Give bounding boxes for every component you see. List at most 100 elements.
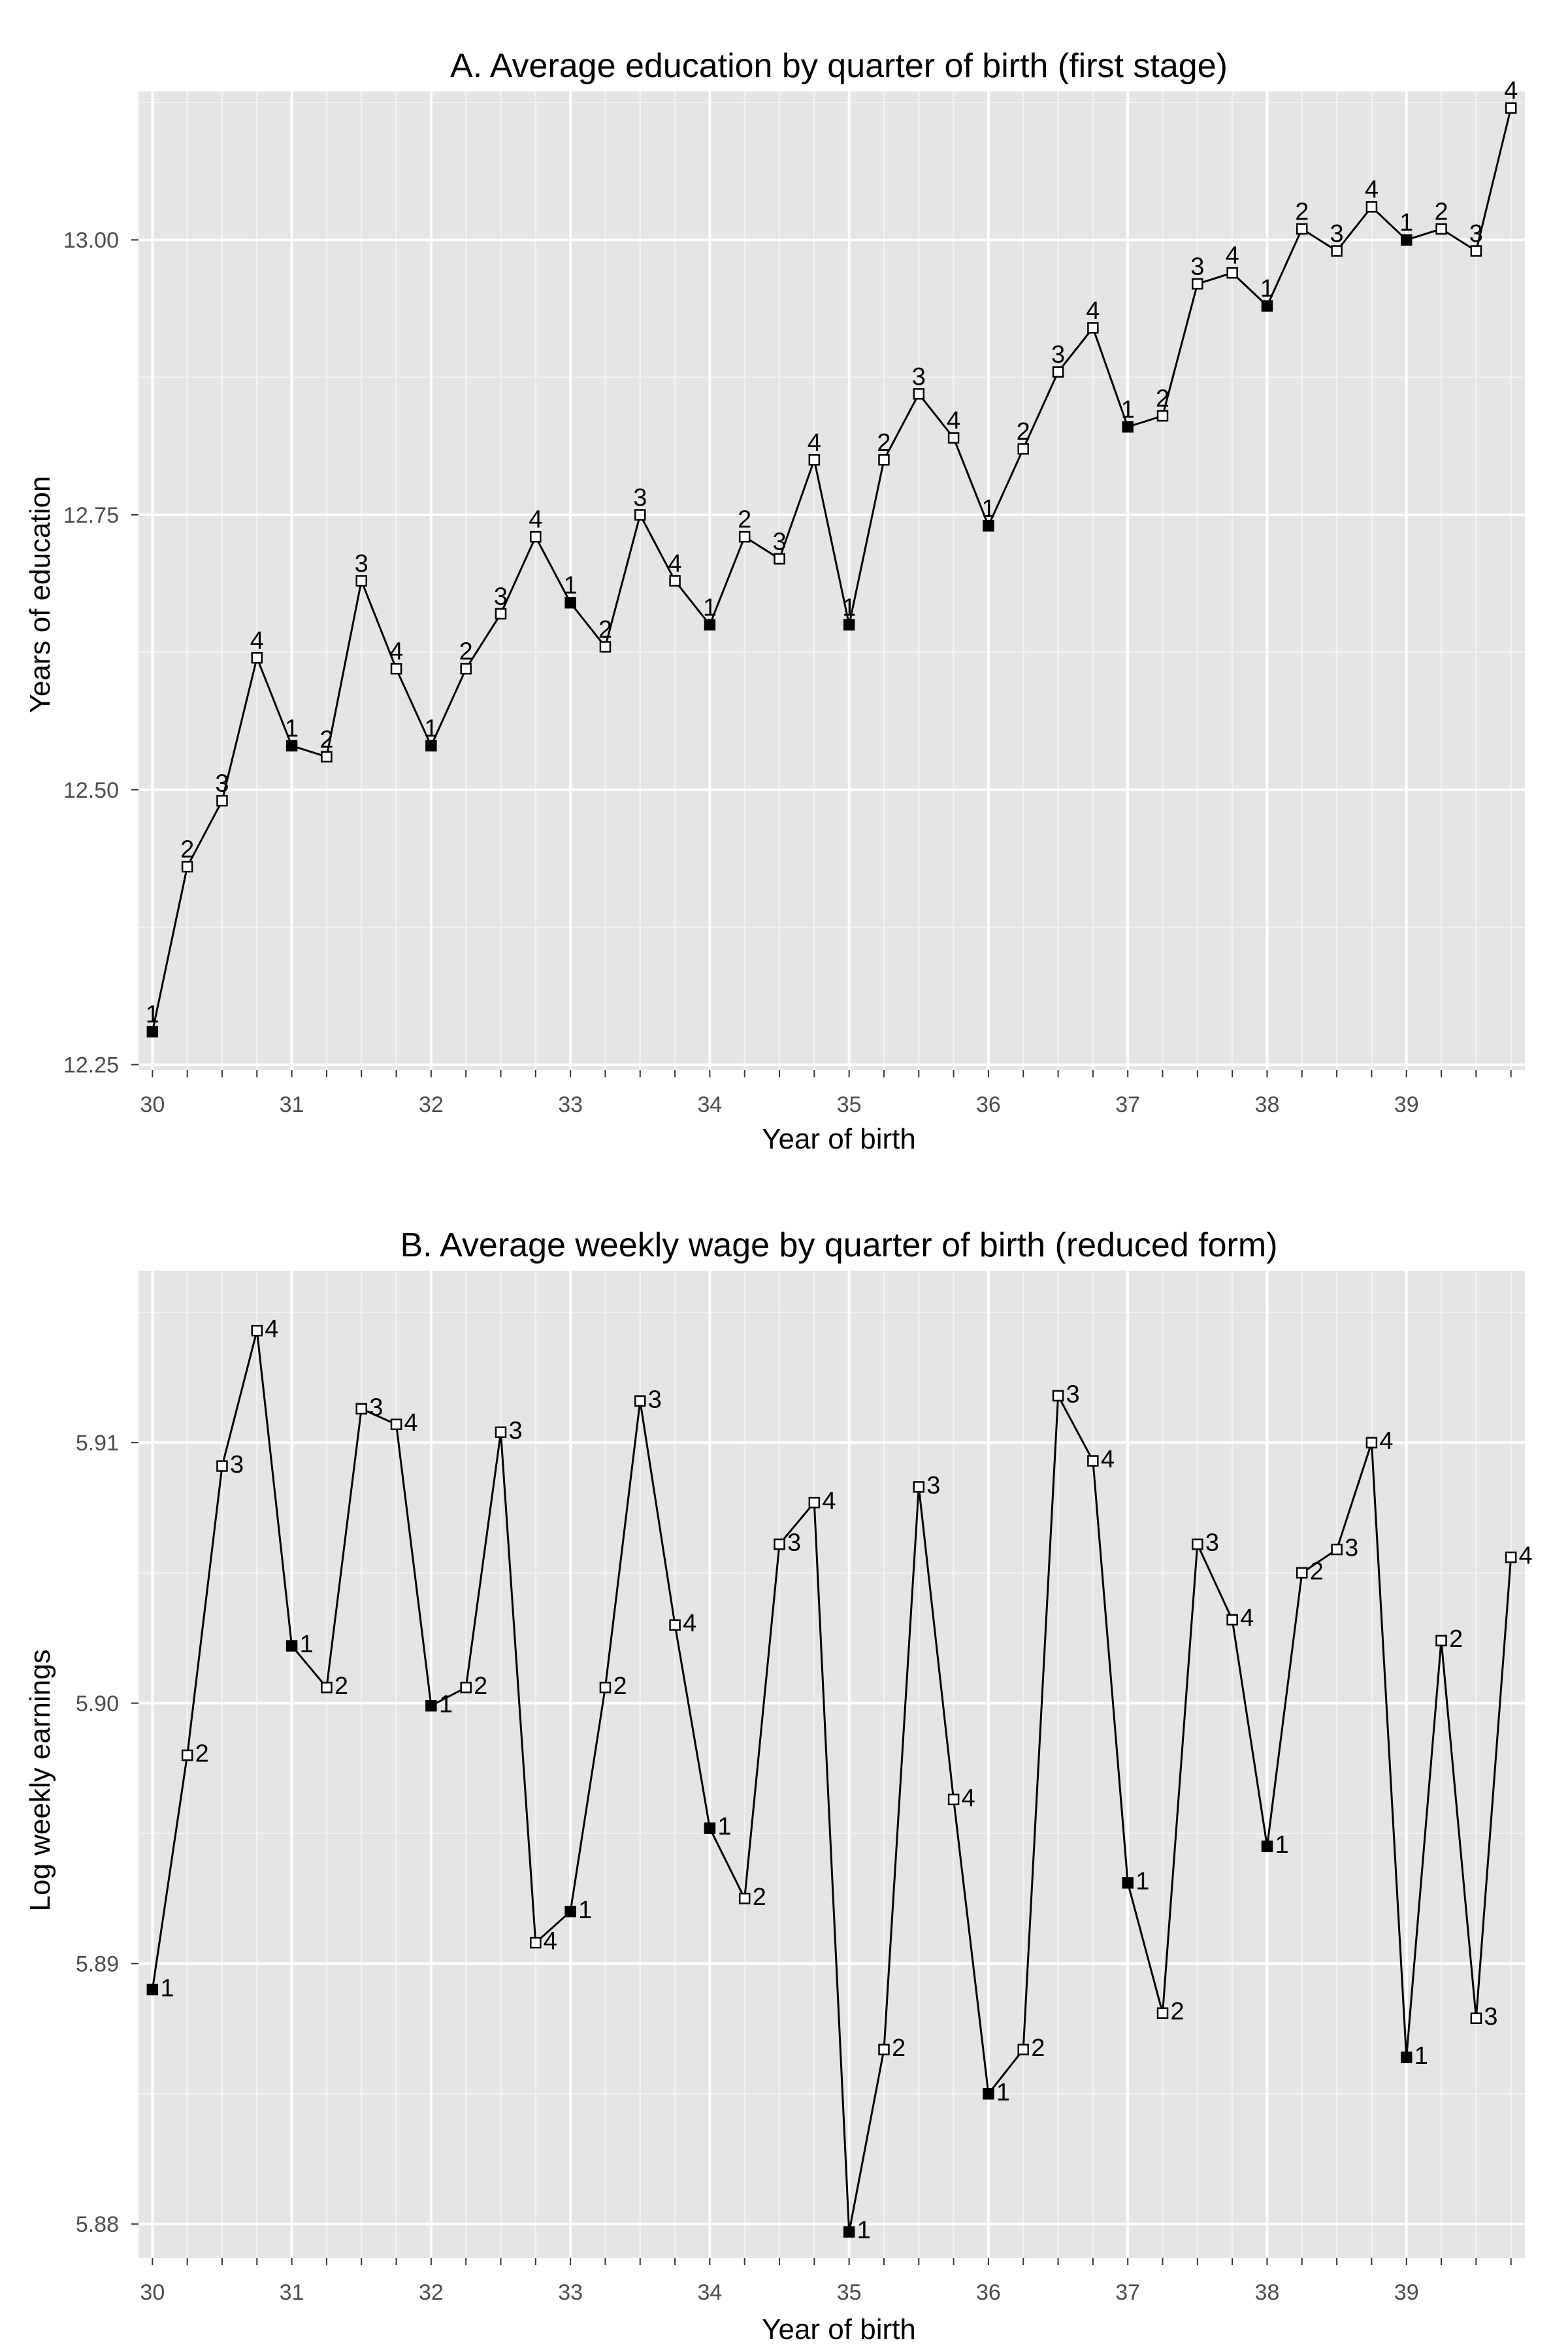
x-tick-label: 34 — [697, 2280, 722, 2305]
point-label: 2 — [892, 2034, 906, 2062]
data-point-hollow — [495, 608, 507, 620]
point-label: 3 — [1190, 253, 1204, 281]
data-point-filled — [704, 1822, 716, 1834]
data-point-hollow — [808, 454, 821, 466]
data-point-filled — [1122, 1877, 1134, 1889]
data-point-hollow — [774, 1538, 785, 1550]
y-axis-title: Log weekly earnings — [24, 1649, 56, 1911]
point-label: 4 — [668, 550, 682, 578]
y-tick-label: 13.00 — [63, 228, 119, 253]
x-tick-label: 39 — [1394, 2280, 1419, 2305]
data-point-hollow — [1296, 1567, 1308, 1579]
data-point-filled — [983, 2088, 994, 2100]
point-label: 3 — [926, 1472, 940, 1499]
x-tick-label: 36 — [976, 1092, 1001, 1117]
data-point-hollow — [355, 575, 367, 587]
point-label: 1 — [1414, 2042, 1428, 2070]
data-point-hollow — [1365, 1437, 1378, 1448]
point-label: 3 — [648, 1386, 662, 1413]
point-label: 3 — [230, 1451, 244, 1478]
data-point-hollow — [530, 1936, 542, 1949]
point-label: 1 — [1260, 275, 1274, 302]
data-point-hollow — [251, 652, 263, 664]
y-axis-title: Years of education — [24, 476, 56, 713]
data-point-hollow — [669, 575, 681, 587]
point-label: 2 — [195, 1740, 209, 1768]
data-point-filled — [146, 1026, 159, 1037]
data-point-hollow — [216, 1460, 228, 1472]
data-point-hollow — [947, 1793, 960, 1806]
data-point-hollow — [1505, 102, 1517, 114]
point-label: 2 — [474, 1673, 487, 1700]
data-point-hollow — [1435, 1635, 1447, 1646]
point-label: 4 — [389, 638, 403, 666]
point-label: 1 — [160, 1974, 174, 2002]
data-point-hollow — [913, 1481, 925, 1493]
data-point-hollow — [1331, 245, 1343, 257]
data-point-hollow — [216, 794, 228, 807]
point-label: 1 — [439, 1691, 453, 1718]
data-point-hollow — [808, 1497, 821, 1509]
y-tick-label: 5.88 — [76, 2212, 119, 2237]
point-label: 4 — [265, 1316, 278, 1343]
point-label: 2 — [1434, 198, 1448, 225]
point-label: 3 — [1484, 2003, 1497, 2031]
data-point-hollow — [181, 860, 193, 873]
x-tick-label: 34 — [697, 1092, 722, 1117]
point-label: 4 — [250, 627, 264, 655]
point-label: 3 — [772, 528, 786, 555]
data-point-hollow — [1296, 223, 1308, 235]
data-point-filled — [425, 1700, 437, 1712]
point-label: 1 — [717, 1813, 731, 1840]
data-point-filled — [564, 596, 576, 609]
x-axis-title: Year of birth — [762, 1123, 916, 1155]
x-tick-label: 33 — [558, 2280, 583, 2305]
point-label: 1 — [300, 1631, 314, 1658]
point-label: 4 — [1519, 1543, 1533, 1570]
point-label: 3 — [1051, 341, 1065, 368]
data-point-filled — [843, 619, 855, 631]
x-tick-label: 32 — [419, 1092, 444, 1117]
data-point-filled — [425, 740, 437, 752]
data-point-hollow — [1470, 2012, 1482, 2024]
point-label: 1 — [1135, 1868, 1149, 1895]
point-label: 2 — [598, 616, 612, 644]
x-tick-label: 35 — [837, 1092, 862, 1117]
point-label: 4 — [1504, 77, 1518, 105]
chart-title: A. Average education by quarter of birth… — [450, 47, 1228, 85]
point-label: 3 — [1469, 220, 1483, 248]
data-point-hollow — [1156, 2007, 1169, 2019]
y-tick-label: 5.91 — [76, 1431, 119, 1456]
data-point-hollow — [1226, 1614, 1238, 1625]
data-point-hollow — [1192, 1538, 1203, 1550]
point-label: 1 — [703, 594, 717, 621]
point-label: 3 — [787, 1529, 801, 1557]
plot-background — [139, 1271, 1525, 2258]
data-point-hollow — [530, 531, 542, 543]
data-point-filled — [704, 619, 716, 631]
point-label: 4 — [404, 1409, 418, 1437]
point-label: 1 — [1275, 1831, 1288, 1859]
data-point-hollow — [634, 1395, 646, 1407]
point-label: 2 — [613, 1673, 627, 1700]
data-point-filled — [983, 520, 994, 532]
x-tick-label: 38 — [1255, 1092, 1280, 1117]
data-point-hollow — [1052, 1390, 1064, 1402]
point-label: 2 — [319, 726, 333, 753]
point-label: 4 — [529, 506, 542, 534]
data-point-hollow — [460, 1682, 472, 1693]
x-tick-label: 30 — [140, 2280, 165, 2305]
x-tick-label: 35 — [837, 2280, 862, 2305]
data-point-hollow — [1017, 2044, 1029, 2055]
point-label: 1 — [857, 2217, 871, 2244]
data-point-hollow — [634, 509, 646, 521]
point-label: 2 — [738, 506, 751, 534]
y-tick-label: 5.90 — [76, 1691, 119, 1716]
point-label: 4 — [822, 1488, 836, 1515]
point-label: 2 — [459, 638, 473, 666]
data-point-hollow — [774, 553, 785, 565]
series-line — [151, 107, 1512, 1032]
